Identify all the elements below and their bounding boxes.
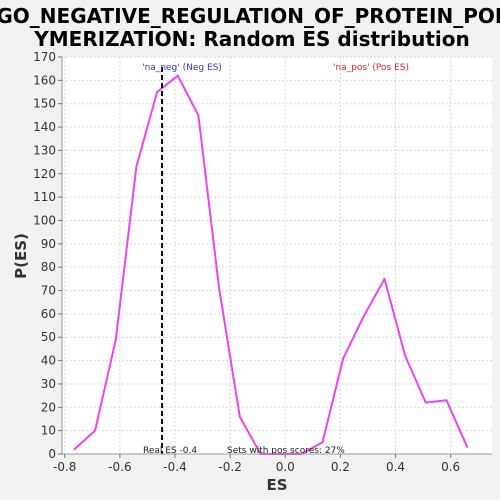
data-point bbox=[114, 338, 117, 341]
y-tick-label: 160 bbox=[33, 73, 56, 87]
x-axis-label: ES bbox=[266, 476, 287, 494]
data-point bbox=[94, 429, 96, 432]
neg-es-label: 'na_neg' (Neg ES) bbox=[142, 63, 222, 73]
x-tick-label: -0.8 bbox=[53, 460, 76, 474]
y-tick-label: 140 bbox=[33, 120, 56, 134]
data-point bbox=[73, 448, 76, 451]
y-tick-label: 80 bbox=[41, 260, 56, 274]
y-tick-label: 50 bbox=[41, 330, 56, 344]
x-tick-label: 0.0 bbox=[276, 460, 295, 474]
y-tick-label: 60 bbox=[41, 307, 56, 321]
y-tick-label: 120 bbox=[33, 167, 56, 181]
x-tick-label: 0.4 bbox=[386, 460, 405, 474]
y-tick-label: 40 bbox=[41, 354, 56, 368]
data-point bbox=[218, 287, 221, 290]
y-tick-label: 90 bbox=[41, 237, 56, 251]
data-point bbox=[342, 357, 345, 360]
data-point bbox=[197, 114, 200, 117]
data-point bbox=[466, 446, 469, 448]
x-tick-label: -0.2 bbox=[218, 460, 241, 474]
y-tick-label: 20 bbox=[41, 400, 56, 414]
data-point bbox=[176, 74, 179, 77]
chart-title-line2: YMERIZATION: Random ES distribution bbox=[33, 27, 469, 51]
x-tick-label: -0.6 bbox=[108, 460, 131, 474]
y-axis-label: P(ES) bbox=[12, 233, 30, 279]
x-tick-label: 0.6 bbox=[441, 460, 460, 474]
data-point bbox=[135, 165, 138, 168]
y-tick-label: 170 bbox=[33, 50, 56, 64]
data-point bbox=[424, 401, 427, 404]
pos-scores-label: Sets with pos scores: 27% bbox=[227, 446, 345, 456]
data-point bbox=[321, 441, 324, 444]
x-tick-label: -0.4 bbox=[163, 460, 186, 474]
y-tick-label: 10 bbox=[41, 424, 56, 438]
y-tick-label: 110 bbox=[33, 190, 56, 204]
data-point bbox=[404, 355, 407, 357]
data-point bbox=[238, 415, 241, 418]
y-tick-label: 100 bbox=[33, 213, 56, 227]
chart-title-line1: GO_NEGATIVE_REGULATION_OF_PROTEIN_POL bbox=[0, 4, 500, 28]
data-point bbox=[383, 277, 386, 280]
real-es-value-label: Real ES -0.4 bbox=[143, 446, 197, 456]
data-point bbox=[362, 315, 365, 318]
x-tick-label: 0.2 bbox=[331, 460, 350, 474]
axes: 0 10 20 30 40 50 60 70 80 90 100 110 120 130 140 150 160… bbox=[33, 50, 492, 474]
y-tick-label: 30 bbox=[41, 377, 56, 391]
y-tick-label: 0 bbox=[48, 447, 56, 461]
y-tick-label: 70 bbox=[41, 284, 56, 298]
y-tick-label: 150 bbox=[33, 97, 56, 111]
pos-es-label: 'na_pos' (Pos ES) bbox=[333, 63, 409, 73]
y-tick-label: 130 bbox=[33, 143, 56, 157]
data-point bbox=[156, 91, 158, 93]
data-point bbox=[445, 399, 448, 402]
